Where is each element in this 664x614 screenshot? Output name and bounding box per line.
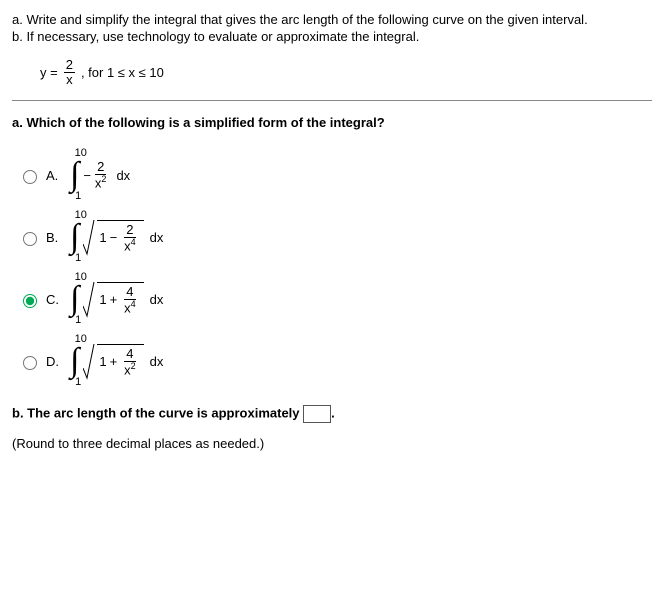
integral-symbol-icon: ∫ 10 1	[70, 220, 79, 254]
radical-icon	[83, 342, 95, 380]
part-b-line: b. The arc length of the curve is approx…	[12, 405, 652, 423]
choice-a-radio[interactable]	[23, 170, 37, 184]
part-a-question: a. Which of the following is a simplifie…	[12, 115, 652, 130]
choice-a-row: A. ∫ 10 1 − 2 x2 dx	[18, 144, 652, 206]
choice-a-integral: ∫ 10 1 − 2 x2 dx	[68, 158, 130, 192]
integral-symbol-icon: ∫ 10 1	[70, 158, 79, 192]
choice-b-label: B.	[46, 230, 68, 245]
choice-a-label: A.	[46, 168, 68, 183]
separator	[12, 100, 652, 101]
choice-a-expr: − 2 x2	[83, 160, 110, 190]
eq-frac-num: 2	[64, 58, 75, 73]
choice-list: A. ∫ 10 1 − 2 x2 dx B. ∫ 10 1	[18, 144, 652, 392]
choice-d-label: D.	[46, 354, 68, 369]
part-b: b. The arc length of the curve is approx…	[12, 405, 652, 451]
eq-fraction: 2 x	[64, 58, 75, 86]
integral-symbol-icon: ∫ 10 1	[70, 282, 79, 316]
choice-c-integral: ∫ 10 1 1 + 4 x4 dx	[68, 280, 163, 318]
question-intro: a. Write and simplify the integral that …	[12, 12, 652, 44]
eq-lhs: y =	[40, 65, 58, 80]
choice-d-row: D. ∫ 10 1 1 + 4 x2 dx	[18, 330, 652, 392]
choice-c-radio[interactable]	[23, 294, 37, 308]
round-note: (Round to three decimal places as needed…	[12, 436, 652, 451]
choice-c-label: C.	[46, 292, 68, 307]
choice-c-expr: 1 + 4 x4	[97, 282, 143, 316]
choice-b-expr: 1 − 2 x4	[97, 220, 143, 254]
answer-input[interactable]	[303, 405, 331, 423]
radical-icon	[83, 280, 95, 318]
choice-d-expr: 1 + 4 x2	[97, 344, 143, 378]
part-b-text-after: .	[331, 406, 335, 421]
intro-line-b: b. If necessary, use technology to evalu…	[12, 29, 652, 44]
eq-frac-den: x	[64, 73, 75, 87]
given-equation: y = 2 x , for 1 ≤ x ≤ 10	[40, 58, 652, 86]
part-b-text-before: b. The arc length of the curve is approx…	[12, 406, 303, 421]
choice-c-row: C. ∫ 10 1 1 + 4 x4 dx	[18, 268, 652, 330]
choice-b-integral: ∫ 10 1 1 − 2 x4 dx	[68, 218, 163, 256]
radical-icon	[83, 218, 95, 256]
choice-d-integral: ∫ 10 1 1 + 4 x2 dx	[68, 342, 163, 380]
choice-d-radio[interactable]	[23, 356, 37, 370]
integral-symbol-icon: ∫ 10 1	[70, 344, 79, 378]
choice-b-row: B. ∫ 10 1 1 − 2 x4 dx	[18, 206, 652, 268]
choice-b-radio[interactable]	[23, 232, 37, 246]
eq-domain: , for 1 ≤ x ≤ 10	[81, 65, 164, 80]
intro-line-a: a. Write and simplify the integral that …	[12, 12, 652, 27]
